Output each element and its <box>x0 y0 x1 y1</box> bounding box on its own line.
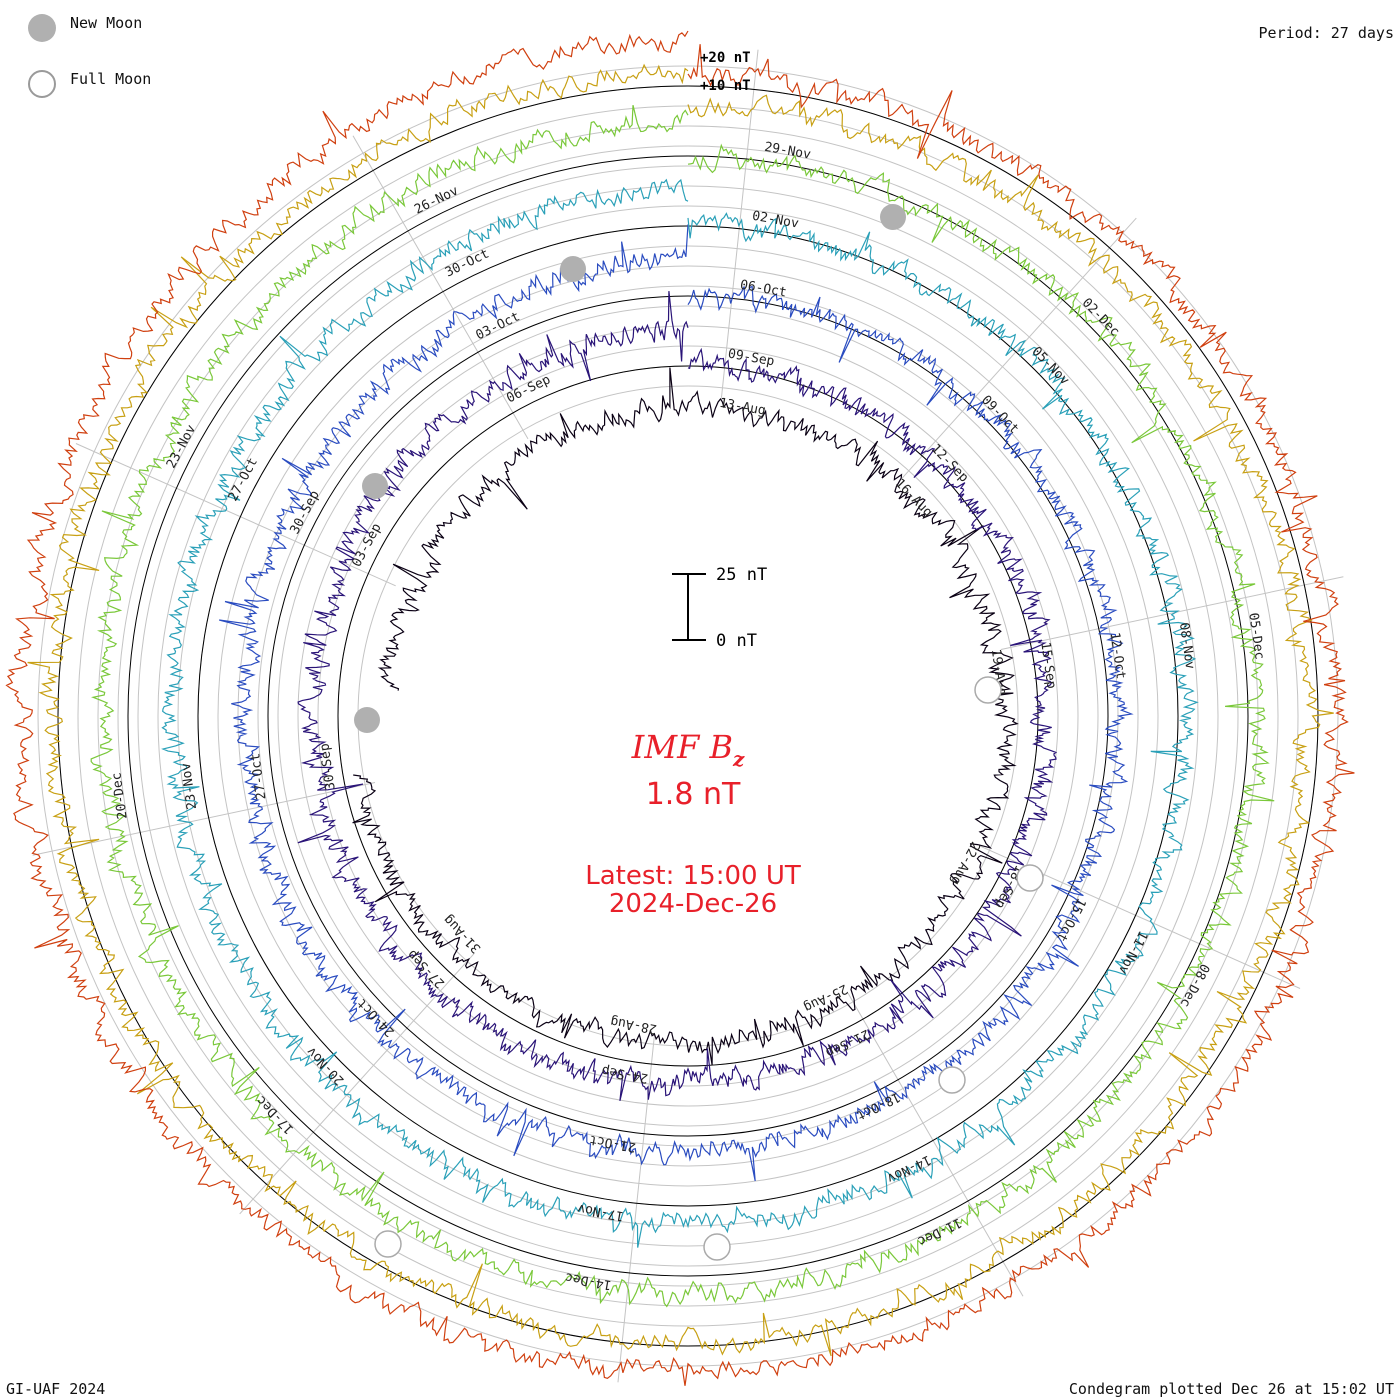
grid-circle <box>197 225 1179 1207</box>
date-tick-label: 09-Sep <box>727 347 776 370</box>
date-tick-label: 29-Nov <box>763 140 812 163</box>
zero-ring <box>267 295 1109 1137</box>
date-tick-label: 23-Nov <box>179 762 200 811</box>
date-tick-label: 22-Aug <box>947 839 982 888</box>
full-moon-marker <box>703 1233 731 1261</box>
zero-ring <box>337 365 1039 1067</box>
date-tick-label: 23-Nov <box>164 422 199 471</box>
zero-ring <box>197 225 1179 1207</box>
date-tick-label: 11-Dec <box>915 1214 964 1248</box>
ring-scale-label: +20 nT <box>700 50 751 66</box>
latest-date: 2024-Dec-26 <box>609 889 777 919</box>
new-moon-label: New Moon <box>70 14 143 32</box>
grid-circle <box>257 285 1119 1147</box>
date-tick-label: 15-Sep <box>1037 641 1058 690</box>
date-tick-label: 14-Nov <box>884 1152 933 1186</box>
date-tick-label: 27-Oct <box>226 455 261 504</box>
series-trace-5 <box>90 105 1275 1308</box>
grid-spoke <box>32 782 376 856</box>
full-moon-marker <box>1016 864 1044 892</box>
date-tick-label: 21-Oct <box>588 1132 637 1155</box>
grid-spoke <box>901 217 1137 479</box>
scale-bottom-label: 0 nT <box>716 631 757 651</box>
grid-circle <box>277 305 1099 1127</box>
grid-circle <box>297 325 1079 1107</box>
date-tick-label: 16-Aug <box>892 476 935 520</box>
zero-ring <box>57 85 1319 1347</box>
new-moon-icon <box>28 14 56 42</box>
full-moon-label: Full Moon <box>70 70 152 88</box>
series-trace-7 <box>5 30 1355 1386</box>
date-tick-label: 30-Oct <box>443 246 492 280</box>
full-moon-icon <box>28 70 56 98</box>
current-value: 1.8 nT <box>646 777 741 812</box>
date-tick-label: 20-Dec <box>109 771 130 820</box>
new-moon-marker <box>354 707 380 733</box>
date-tick-label: 30-Sep <box>317 742 338 791</box>
grid-circle <box>237 265 1139 1167</box>
grid-spoke <box>352 135 529 440</box>
series-trace-3 <box>219 224 1134 1182</box>
date-tick-label: 14-Dec <box>564 1269 613 1292</box>
date-tick-label: 08-Dec <box>1177 961 1212 1010</box>
zero-ring <box>127 155 1249 1277</box>
parameter-label: IMF Bz <box>631 728 745 771</box>
new-moon-marker <box>362 473 388 499</box>
date-tick-label: 27-Oct <box>248 752 269 801</box>
grid-circle <box>117 145 1259 1287</box>
date-tick-label: 06-Oct <box>739 278 788 301</box>
series-trace-2 <box>297 291 1058 1102</box>
grid-circle <box>217 245 1159 1187</box>
new-moon-marker <box>560 256 586 282</box>
grid-circle <box>137 165 1239 1267</box>
date-tick-label: 02-Dec <box>1079 296 1122 340</box>
grid-spoke <box>75 443 396 587</box>
date-tick-label: 13-Aug <box>718 396 767 419</box>
date-tick-label: 11-Nov <box>1115 928 1150 977</box>
series-trace-4 <box>161 178 1199 1248</box>
date-tick-label: 21-Sep <box>823 1026 872 1060</box>
latest-time: Latest: 15:00 UT <box>585 861 801 891</box>
date-tick-label: 08-Nov <box>1176 622 1197 671</box>
date-tick-label: 05-Nov <box>1029 344 1073 388</box>
grid-circle <box>97 125 1279 1307</box>
plotted-label: Condegram plotted Dec 26 at 15:02 UT <box>1068 1380 1394 1398</box>
period-label: Period: 27 days <box>1258 24 1394 42</box>
full-moon-marker <box>938 1066 966 1094</box>
full-moon-marker <box>374 1230 402 1258</box>
grid-spoke <box>239 953 475 1215</box>
date-tick-label: 26-Nov <box>412 183 461 217</box>
date-tick-label: 06-Sep <box>504 372 553 406</box>
grid-circle <box>157 185 1219 1247</box>
date-tick-label: 05-Dec <box>1245 612 1266 661</box>
date-tick-label: 20-Nov <box>304 1043 348 1087</box>
date-tick-label: 31-Aug <box>441 912 484 956</box>
date-tick-label: 18-Oct <box>854 1089 903 1123</box>
full-moon-marker <box>974 676 1002 704</box>
scale-top-label: 25 nT <box>716 565 767 585</box>
grid-spoke <box>1000 576 1344 650</box>
new-moon-marker <box>880 204 906 230</box>
date-tick-label: 17-Nov <box>576 1200 625 1223</box>
credit-label: GI-UAF 2024 <box>6 1380 106 1398</box>
grid-circle <box>77 105 1299 1327</box>
grid-circle <box>317 345 1059 1087</box>
date-tick-label: 15-Oct <box>1053 895 1088 944</box>
ring-scale-label: +10 nT <box>700 78 751 94</box>
grid-circle <box>37 65 1339 1367</box>
grid-spoke <box>847 992 1024 1297</box>
date-tick-label: 12-Oct <box>1107 631 1128 680</box>
series-trace-1 <box>352 367 1019 1065</box>
series-trace-6 <box>27 63 1334 1357</box>
